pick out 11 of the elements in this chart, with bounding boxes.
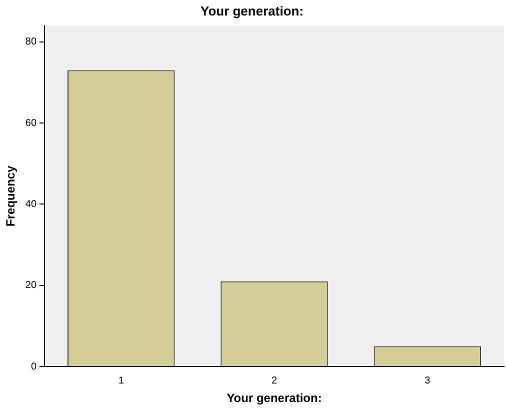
y-tick-label: 60	[25, 118, 37, 129]
x-tick-label: 1	[118, 375, 124, 386]
x-tick-label: 3	[424, 375, 431, 386]
y-tick-label: 20	[25, 280, 37, 292]
chart-title: Your generation:	[200, 3, 304, 18]
x-axis-title: Your generation:	[226, 391, 322, 406]
y-axis-title: Frequency	[4, 165, 18, 226]
y-tick-label: 40	[25, 198, 37, 210]
y-tick-label: 0	[30, 361, 37, 372]
y-tick-label: 80	[25, 36, 37, 48]
x-tick-label: 2	[271, 375, 278, 386]
